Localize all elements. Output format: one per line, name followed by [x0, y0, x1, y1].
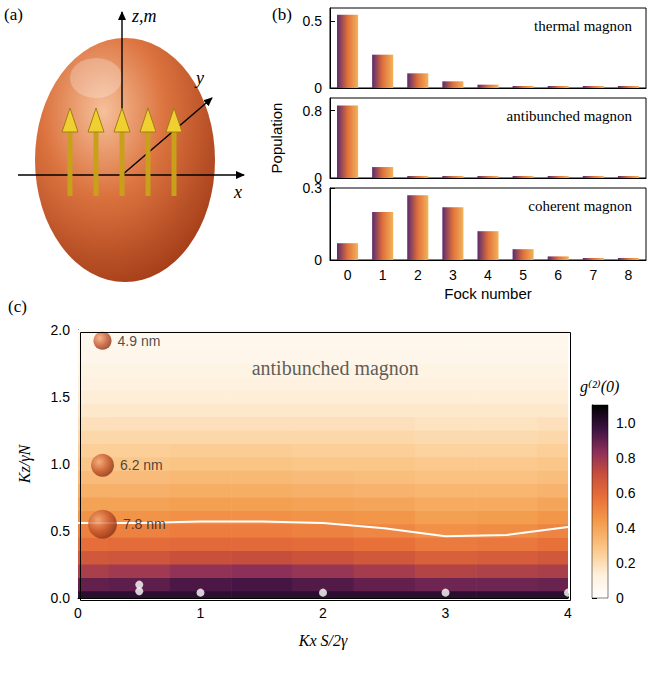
svg-text:antibunched magnon: antibunched magnon: [252, 357, 419, 380]
svg-text:0.8: 0.8: [303, 103, 323, 119]
svg-text:6: 6: [554, 267, 562, 283]
svg-text:7.8 nm: 7.8 nm: [123, 516, 166, 532]
svg-text:0.0: 0.0: [51, 590, 71, 606]
svg-text:4: 4: [564, 605, 572, 621]
svg-text:1: 1: [197, 605, 205, 621]
svg-text:0: 0: [314, 80, 322, 96]
svg-text:2: 2: [319, 605, 327, 621]
svg-text:Kz/γN: Kz/γN: [16, 444, 34, 485]
svg-text:thermal magnon: thermal magnon: [534, 18, 632, 34]
svg-text:(b): (b): [272, 5, 292, 24]
svg-text:1: 1: [379, 267, 387, 283]
svg-text:7: 7: [589, 267, 597, 283]
svg-text:y: y: [194, 68, 204, 88]
svg-text:1.5: 1.5: [51, 389, 71, 405]
svg-text:z,m: z,m: [131, 6, 157, 26]
svg-text:Fock number: Fock number: [444, 285, 532, 302]
svg-text:3: 3: [442, 605, 450, 621]
svg-text:0.4: 0.4: [616, 520, 636, 536]
svg-text:0: 0: [314, 252, 322, 268]
svg-text:Population: Population: [268, 103, 285, 174]
svg-text:(a): (a): [4, 5, 23, 24]
svg-text:(c): (c): [8, 297, 27, 316]
svg-text:2.0: 2.0: [51, 322, 71, 338]
svg-text:0.5: 0.5: [303, 13, 323, 29]
svg-text:x: x: [233, 182, 242, 202]
svg-text:1.0: 1.0: [616, 415, 636, 431]
svg-text:3: 3: [449, 267, 457, 283]
svg-text:4: 4: [484, 267, 492, 283]
svg-text:6.2 nm: 6.2 nm: [120, 457, 163, 473]
svg-text:Kx S/2γ: Kx S/2γ: [298, 632, 348, 650]
svg-text:5: 5: [519, 267, 527, 283]
svg-text:2: 2: [414, 267, 422, 283]
svg-text:0: 0: [314, 170, 322, 186]
svg-text:0.2: 0.2: [616, 555, 636, 571]
svg-text:0: 0: [616, 590, 624, 606]
svg-text:0: 0: [74, 605, 82, 621]
svg-text:coherent magnon: coherent magnon: [528, 198, 632, 214]
svg-text:8: 8: [625, 267, 633, 283]
svg-text:g⁽²⁾(0): g⁽²⁾(0): [580, 378, 619, 396]
svg-text:0.5: 0.5: [51, 523, 71, 539]
svg-text:0: 0: [344, 267, 352, 283]
svg-text:0.3: 0.3: [303, 180, 323, 196]
svg-text:antibunched magnon: antibunched magnon: [507, 108, 633, 124]
svg-text:1.0: 1.0: [51, 456, 71, 472]
svg-text:4.9 nm: 4.9 nm: [118, 333, 161, 349]
svg-text:0.6: 0.6: [616, 485, 636, 501]
svg-text:0.8: 0.8: [616, 450, 636, 466]
